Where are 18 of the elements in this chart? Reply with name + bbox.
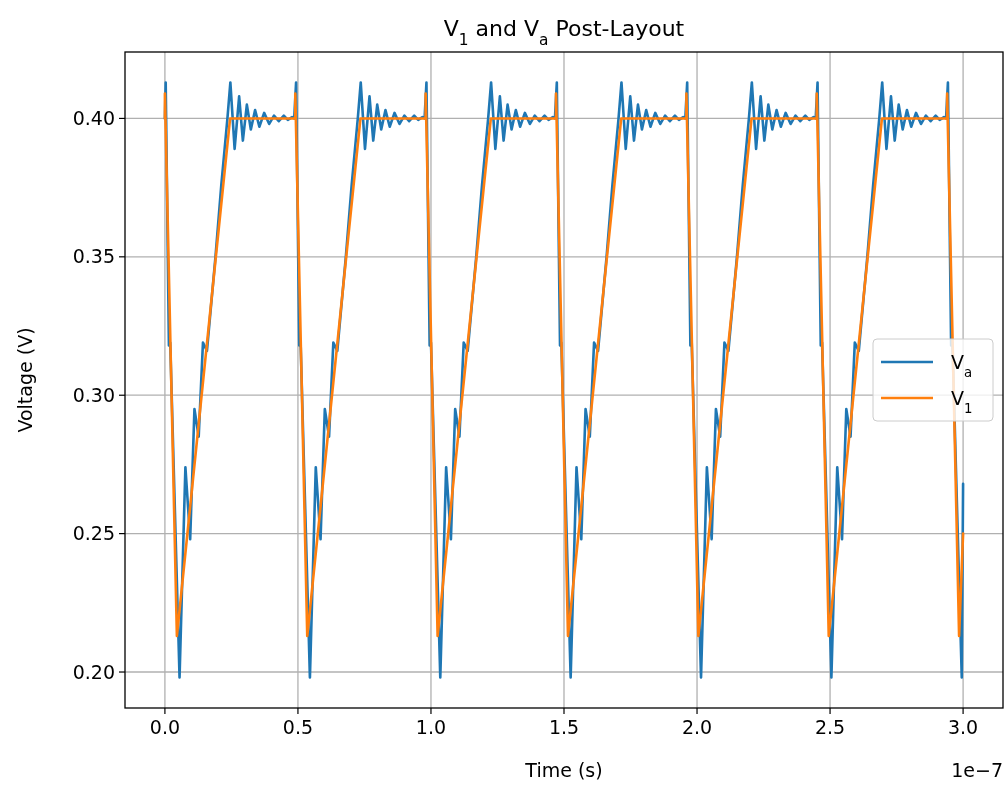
- y-axis-title: Voltage (V): [14, 327, 36, 433]
- y-tick-label: 0.35: [72, 245, 115, 268]
- x-axis-title: Time (s): [524, 759, 603, 781]
- y-tick-label: 0.25: [72, 522, 115, 545]
- x-tick-label: 2.5: [814, 716, 846, 738]
- x-tick-label: 1.5: [548, 716, 580, 738]
- y-tick-label: 0.40: [72, 107, 115, 130]
- x-tick-label: 0.5: [282, 716, 314, 738]
- text: 1e−7: [951, 759, 1003, 781]
- x-tick-label: 1.0: [415, 716, 447, 738]
- legend-label: V$_{a}$: [951, 350, 973, 380]
- x-tick-label: 0.0: [149, 716, 181, 738]
- x-tick-label: 3.0: [947, 716, 979, 738]
- y-tick-label: 0.20: [72, 660, 115, 683]
- y-tick-label: 0.30: [72, 383, 115, 406]
- chart-title: V$_{1}$ and V$_{a}$ Post-Layout: [443, 16, 685, 49]
- legend-label: V$_{1}$: [951, 386, 973, 416]
- x-tick-label: 2.0: [681, 716, 713, 738]
